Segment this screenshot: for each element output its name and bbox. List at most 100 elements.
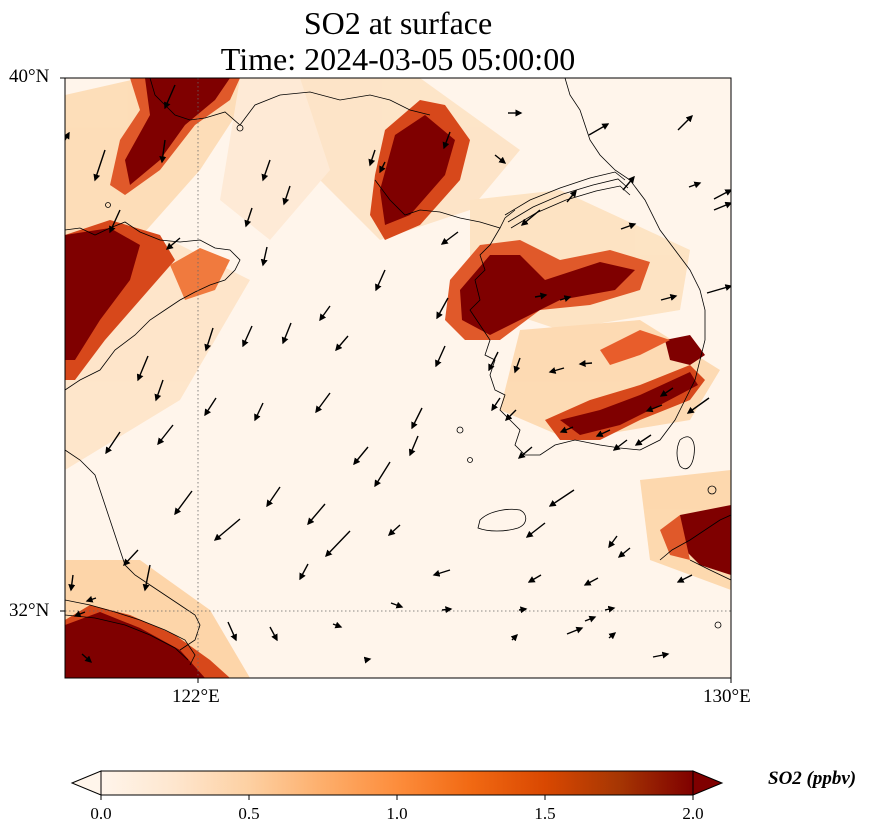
so2-hotspots [65,78,731,678]
wind-arrow [677,115,693,131]
wind-arrow [335,335,349,352]
wind-arrow [73,610,86,618]
wind-arrow [260,246,268,267]
wind-arrow [227,621,237,642]
wind-arrow [617,547,631,558]
wind-arrow [204,327,214,352]
wind-arrow [520,209,541,226]
wind-arrow [159,139,167,164]
wind-arrow [157,424,174,446]
wind-arrow [548,489,575,507]
colorbar [70,770,724,800]
wind-arrow [713,201,731,211]
wind-arrow [353,446,369,466]
wind-arrow [408,435,419,457]
wind-arrow [505,409,517,421]
wind-arrow [583,577,599,586]
wind-arrow [165,237,181,250]
colorbar-tick-label: 0.5 [238,804,260,823]
colorbar-tick-label: 1.0 [386,804,408,823]
gridlines [65,78,731,678]
wind-arrow [525,522,546,538]
wind-arrow [242,325,253,348]
wind-arrow [411,407,423,430]
colorbar-max-extend [692,770,724,796]
wind-arrow [269,626,278,642]
wind-arrow [374,461,391,488]
wind-arrow [566,626,584,635]
wind-arrow [299,563,309,581]
colorbar-tick-label: 1.5 [534,804,556,823]
wind-arrow [713,189,731,200]
colorbar-min-extend [70,770,102,796]
map-plot-area [65,78,731,678]
wind-arrow [261,159,271,182]
wind-arrow [559,295,572,302]
map-subtitle-time: Time: 2024-03-05 05:00:00 [220,41,576,77]
wind-arrow [93,149,106,182]
wind-arrow [432,569,451,577]
wind-arrow [660,294,678,301]
colorbar-tick-label: 0.0 [90,804,112,823]
wind-arrow [68,574,76,592]
wind-arrow [204,397,217,417]
wind-arrow [686,397,710,414]
wind-arrow [436,297,449,320]
map-frame [64,77,732,679]
wind-arrow [578,360,593,368]
wind-arrow [645,404,663,413]
wind-arrow [442,131,451,150]
wind-arrow [282,185,291,206]
colorbar-ramp [101,771,693,795]
wind-arrow [109,209,121,234]
wind-arrow [363,656,372,664]
wind-arrow [559,426,574,434]
wind-arrow [634,434,652,446]
wind-arrow [548,367,565,374]
wind-arrow [390,601,404,609]
wind-arrow [136,355,149,382]
wind-arrow [441,606,453,614]
wind-arrow [435,345,446,368]
lat-label-40N: 40°N [9,66,50,87]
wind-arrow [510,634,518,642]
wind-arrow [325,530,351,558]
wind-arrow [213,518,241,541]
wind-arrow [608,535,618,549]
wind-arrow [622,175,635,191]
wind-arrow [154,379,164,402]
wind-arrow [379,161,386,174]
wind-arrow [604,605,616,613]
wind-arrow [123,549,139,567]
wind-arrow [595,429,611,437]
colorbar-tick-label: 2.0 [682,804,704,823]
wind-arrow [440,231,459,245]
wind-arrow [494,154,507,164]
wind-arrow [688,181,702,189]
wind-arrow [518,606,528,614]
wind-arrow [527,574,542,583]
wind-arrow [387,524,401,536]
wind-arrow [375,269,386,292]
wind-arrow [491,397,501,412]
wind-arrow [174,490,193,516]
wind-arrow [659,387,674,397]
wind-arrow [164,84,176,110]
wind-arrow [319,305,331,322]
wind-arrow [307,503,326,526]
wind-arrow [65,131,70,141]
lon-label-130E: 130°E [703,686,751,707]
wind-arrow [652,651,670,659]
lon-label-122E: 122°E [172,686,220,707]
coastlines [65,78,731,666]
lat-label-32N: 32°N [9,600,50,621]
wind-arrow [534,292,548,300]
wind-arrow [254,402,264,422]
map-title: SO2 at surface [303,5,493,41]
wind-arrow [85,595,97,603]
wind-arrow [281,322,292,345]
wind-arrow [608,632,617,640]
wind-arrow [588,123,610,136]
colorbar-label: SO2 (ppbv) [768,768,857,789]
